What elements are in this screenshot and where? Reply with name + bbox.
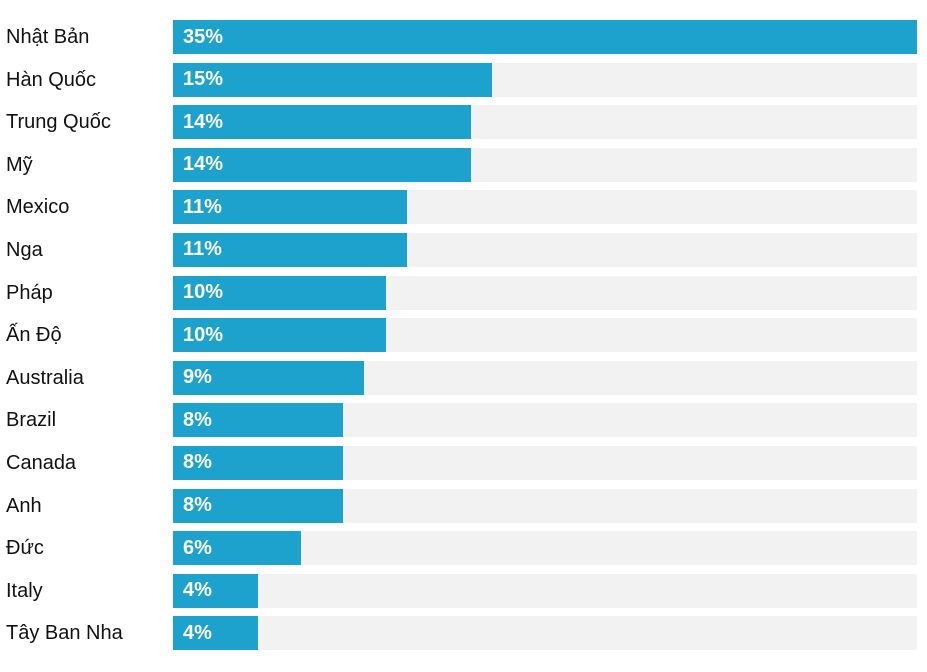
category-label: Nhật Bản <box>6 26 90 48</box>
bar-track: 8% <box>173 445 917 480</box>
category-label: Mexico <box>6 196 70 219</box>
chart-row: Đức 6% <box>0 531 917 566</box>
category-label: Đức <box>6 537 44 560</box>
category-label: Tây Ban Nha <box>6 622 123 645</box>
bar-track: 8% <box>173 403 917 438</box>
chart-row: Italy 4% <box>0 573 917 608</box>
bar-value-label: 6% <box>183 536 212 559</box>
bar: 8% <box>173 403 344 438</box>
bar: 8% <box>173 488 344 523</box>
bar-value-label: 14% <box>183 153 224 176</box>
bar: 10% <box>173 275 386 310</box>
bar-track: 35% <box>173 20 917 54</box>
bar-value-label: 15% <box>183 68 224 91</box>
category-label: Brazil <box>6 409 57 432</box>
bar-value-label: 8% <box>183 408 212 431</box>
bar: 15% <box>173 62 492 97</box>
bar-track: 11% <box>173 190 917 225</box>
chart-row: Ấn Độ 10% <box>0 318 917 353</box>
bar-value-label: 11% <box>183 195 222 218</box>
bar-value-label: 14% <box>183 110 224 133</box>
category-label: Nga <box>6 238 43 261</box>
category-label: Hàn Quốc <box>6 68 97 91</box>
chart-row: Hàn Quốc 15% <box>0 62 917 97</box>
bar: 10% <box>173 318 386 353</box>
bar-track: 14% <box>173 105 917 140</box>
bar-value-label: 35% <box>183 25 224 48</box>
bar: 4% <box>173 616 259 651</box>
bar: 35% <box>173 20 917 54</box>
bar-value-label: 4% <box>183 579 212 602</box>
bar-value-label: 4% <box>183 621 212 644</box>
chart-row: Mỹ 14% <box>0 147 917 182</box>
chart-row: Pháp 10% <box>0 275 917 310</box>
bar-track: 4% <box>173 616 917 651</box>
bar-value-label: 11% <box>183 238 222 261</box>
bar-track: 9% <box>173 360 917 395</box>
bar-track: 14% <box>173 147 917 182</box>
bar: 14% <box>173 147 471 182</box>
bar-track: 6% <box>173 531 917 566</box>
bar-value-label: 9% <box>183 366 212 389</box>
chart-row: Trung Quốc 14% <box>0 105 917 140</box>
bar: 8% <box>173 445 344 480</box>
chart-row: Australia 9% <box>0 360 917 395</box>
chart-row: Mexico 11% <box>0 190 917 225</box>
chart-row: Brazil 8% <box>0 403 917 438</box>
bar: 11% <box>173 232 407 267</box>
bar: 14% <box>173 105 471 140</box>
bar-value-label: 10% <box>183 323 224 346</box>
bar-track: 15% <box>173 62 917 97</box>
chart-row: Nga 11% <box>0 232 917 267</box>
chart-row: Anh 8% <box>0 488 917 523</box>
bar-track: 4% <box>173 573 917 608</box>
category-label: Ấn Độ <box>6 324 62 347</box>
category-label: Mỹ <box>6 153 33 176</box>
chart-row: Nhật Bản 35% <box>0 20 917 54</box>
bar-track: 10% <box>173 275 917 310</box>
bar-track: 11% <box>173 232 917 267</box>
bar-track: 8% <box>173 488 917 523</box>
bar-track: 10% <box>173 318 917 353</box>
bar: 9% <box>173 360 365 395</box>
chart-row: Tây Ban Nha 4% <box>0 616 917 651</box>
category-label: Pháp <box>6 281 53 304</box>
bar-value-label: 8% <box>183 494 212 517</box>
category-label: Italy <box>6 579 43 602</box>
bar-value-label: 10% <box>183 281 224 304</box>
bar-value-label: 8% <box>183 451 212 474</box>
category-label: Australia <box>6 366 84 389</box>
bar: 11% <box>173 190 407 225</box>
chart-row: Canada 8% <box>0 445 917 480</box>
category-label: Trung Quốc <box>6 111 111 134</box>
category-label: Anh <box>6 494 42 517</box>
category-label: Canada <box>6 451 77 474</box>
bar: 6% <box>173 531 301 566</box>
bar: 4% <box>173 573 259 608</box>
